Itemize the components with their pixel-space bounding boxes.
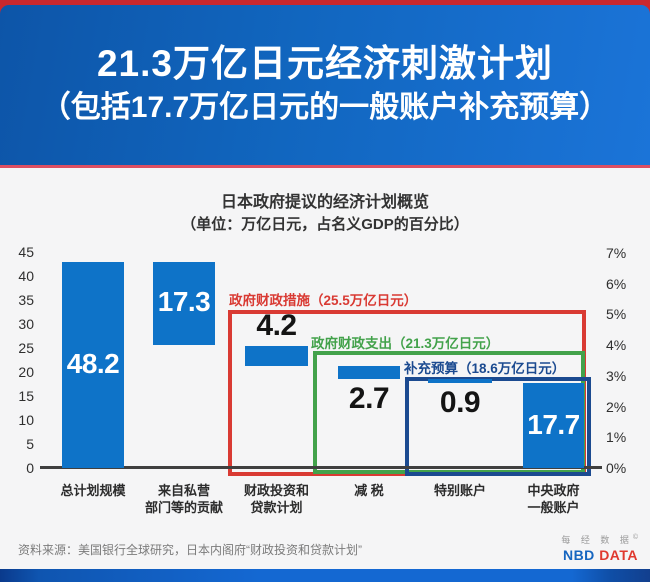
bar-value-label: 0.9 (439, 386, 481, 420)
right-axis-tick-label: 6% (606, 275, 627, 292)
logo-en-line: NBD DATA (561, 547, 638, 563)
bar-value-label: 2.7 (348, 381, 390, 415)
source-note: 资料来源：美国银行全球研究，日本内阁府“财政投资和贷款计划” (18, 543, 362, 557)
right-axis-tick-label: 2% (606, 398, 627, 415)
main-title: 21.3万亿日元经济刺激计划 (96, 43, 553, 84)
right-axis-tick-label: 7% (606, 245, 627, 261)
header-banner: 21.3万亿日元经济刺激计划 （包括17.7万亿日元的一般账户补充预算） (0, 5, 650, 165)
annotation-label: 政府财政支出（21.3万亿日元） (311, 336, 500, 351)
bar-value-label: 17.3 (157, 286, 211, 318)
chart-title: 日本政府提议的经济计划概览 (220, 194, 429, 211)
annotation-box (405, 377, 591, 476)
logo-nbd: NBD (562, 547, 595, 563)
right-axis-tick-label: 4% (606, 337, 627, 354)
main-subtitle: （包括17.7万亿日元的一般账户补充预算） (40, 91, 610, 124)
category-label: 减 税 (354, 483, 384, 498)
logo-cn-line: 每 经 数 据© (561, 533, 638, 546)
category-label: 总计划规模 (60, 483, 126, 498)
nbd-logo: 每 经 数 据© NBD DATA (561, 533, 638, 563)
bar-value-label: 17.7 (527, 408, 580, 440)
bar-value-label: 4.2 (256, 308, 297, 342)
right-axis-tick-label: 1% (606, 429, 627, 446)
left-axis-tick-label: 45 (18, 244, 34, 260)
annotation-label: 政府财政措施（25.5万亿日元） (229, 293, 418, 308)
right-axis-tick-label: 3% (606, 367, 627, 384)
logo-data: DATA (599, 547, 638, 563)
right-axis-tick-label: 5% (606, 306, 627, 323)
chart-bar (428, 378, 492, 384)
chart-bar (62, 261, 124, 468)
left-axis-tick-label: 10 (18, 412, 34, 428)
left-axis-tick-label: 0 (26, 460, 34, 476)
category-label: 特别账户 (433, 483, 486, 498)
left-axis-tick-label: 35 (18, 292, 34, 308)
category-label: 财政投资和 贷款计划 (243, 483, 309, 515)
chart-bar (523, 383, 584, 468)
logo-cn-text: 每 经 数 据 (561, 535, 633, 545)
right-axis-tick-label: 0% (606, 459, 627, 476)
left-axis-tick-label: 40 (18, 268, 34, 284)
category-label: 中央政府 一般账户 (527, 483, 580, 515)
left-axis-tick-label: 25 (18, 340, 34, 356)
left-axis-tick-label: 5 (26, 436, 34, 452)
x-axis-line (40, 466, 602, 469)
bar-value-label: 48.2 (66, 347, 120, 379)
annotation-label: 补充预算（18.6万亿日元） (404, 361, 566, 376)
left-axis-tick-label: 30 (18, 316, 34, 332)
chart-subtitle: （单位：万亿日元，占名义GDP的百分比） (181, 216, 469, 233)
chart-bar (245, 345, 308, 366)
logo-reg-mark: © (632, 534, 638, 541)
header-divider (0, 165, 650, 168)
category-label: 来自私营 部门等的贡献 (144, 483, 223, 515)
chart-bar (153, 261, 215, 346)
left-axis-tick-label: 15 (18, 388, 34, 404)
footer-bar (0, 569, 650, 582)
chart-bar (338, 365, 400, 379)
left-axis-tick-label: 20 (18, 364, 34, 380)
